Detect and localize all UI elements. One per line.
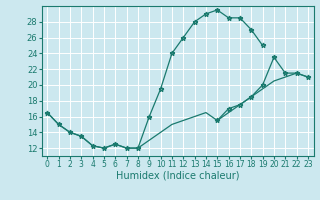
X-axis label: Humidex (Indice chaleur): Humidex (Indice chaleur) (116, 171, 239, 181)
